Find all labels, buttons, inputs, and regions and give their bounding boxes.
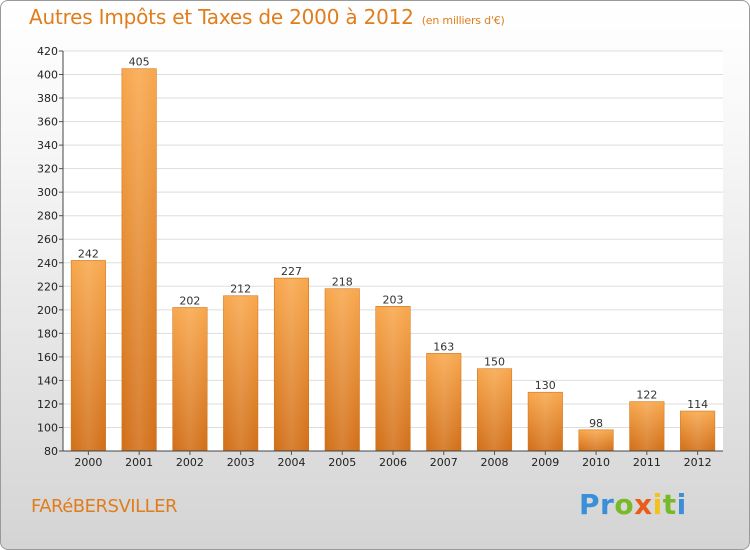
y-tick-label: 320 bbox=[37, 163, 58, 176]
y-tick-label: 200 bbox=[37, 304, 58, 317]
logo-letter: i bbox=[676, 488, 687, 521]
bar-value-label: 212 bbox=[230, 283, 251, 296]
x-tick-label: 2002 bbox=[176, 456, 204, 469]
bar-layer: 242 405 202 212 227 218 203 163 150 130 98 122 114 bbox=[70, 56, 716, 452]
bar-value-label: 98 bbox=[589, 417, 603, 430]
x-tick-label: 2012 bbox=[684, 456, 712, 469]
bar-value-label: 242 bbox=[78, 247, 99, 260]
bar-value-label: 218 bbox=[332, 276, 353, 289]
y-tick-label: 120 bbox=[37, 398, 58, 411]
y-tick-label: 140 bbox=[37, 374, 58, 387]
y-tick-label: 340 bbox=[37, 139, 58, 152]
y-tick-label: 260 bbox=[37, 233, 58, 246]
chart-unit: (en milliers d'€) bbox=[421, 14, 505, 27]
y-tick-label: 280 bbox=[37, 210, 58, 223]
y-tick-label: 380 bbox=[37, 92, 58, 105]
bar-value-label: 203 bbox=[383, 293, 404, 306]
logo-letter: r bbox=[600, 488, 615, 521]
y-tick-label: 100 bbox=[37, 421, 58, 434]
x-tick-label: 2008 bbox=[481, 456, 509, 469]
x-tick-label: 2010 bbox=[582, 456, 610, 469]
logo-letter: t bbox=[662, 488, 677, 521]
bar-highlight bbox=[73, 261, 104, 450]
bar-highlight bbox=[530, 393, 561, 450]
bar-highlight bbox=[326, 289, 358, 450]
logo-letter: P bbox=[579, 488, 601, 521]
bar-highlight bbox=[123, 69, 155, 450]
bar-highlight bbox=[479, 369, 510, 450]
x-tick-label: 2003 bbox=[227, 456, 255, 469]
bar-highlight bbox=[631, 402, 663, 450]
bar-value-label: 405 bbox=[129, 56, 150, 69]
bar-value-label: 202 bbox=[179, 294, 200, 307]
y-tick-label: 160 bbox=[37, 351, 58, 364]
x-tick-label: 2001 bbox=[125, 456, 153, 469]
x-tick-label: 2007 bbox=[430, 456, 458, 469]
x-tick-label: 2011 bbox=[633, 456, 661, 469]
x-tick-label: 2006 bbox=[379, 456, 407, 469]
bar-chart: 242 405 202 212 227 218 203 163 150 130 98 122 114 8… bbox=[37, 45, 723, 469]
y-tick-label: 220 bbox=[37, 280, 58, 293]
chart-title-text: Autres Impôts et Taxes de 2000 à 2012 bbox=[29, 5, 414, 29]
proxiti-logo: Proxiti bbox=[579, 488, 687, 521]
axis-layer: 80 100 120 140 160 180 200 220 240 260 280 300 320 34… bbox=[37, 45, 723, 469]
bar-value-label: 150 bbox=[484, 356, 505, 369]
x-tick-label: 2009 bbox=[531, 456, 559, 469]
bar-value-label: 227 bbox=[281, 265, 302, 278]
y-tick-label: 80 bbox=[44, 445, 58, 458]
logo-letter: i bbox=[652, 488, 663, 521]
logo-letter: x bbox=[634, 488, 653, 521]
bar-highlight bbox=[580, 430, 612, 450]
bar-highlight bbox=[377, 307, 409, 450]
x-tick-label: 2004 bbox=[277, 456, 305, 469]
bar-highlight bbox=[682, 412, 713, 450]
bar-highlight bbox=[174, 308, 206, 450]
bar-value-label: 163 bbox=[433, 340, 454, 353]
y-tick-label: 360 bbox=[37, 116, 58, 129]
y-tick-label: 180 bbox=[37, 327, 58, 340]
bar-highlight bbox=[276, 279, 307, 450]
chart-title: Autres Impôts et Taxes de 2000 à 2012 (en… bbox=[29, 5, 505, 29]
y-tick-label: 400 bbox=[37, 69, 58, 82]
y-tick-label: 300 bbox=[37, 186, 58, 199]
bar-highlight bbox=[428, 354, 460, 450]
y-tick-label: 240 bbox=[37, 257, 58, 270]
bar-value-label: 130 bbox=[535, 379, 556, 392]
y-tick-label: 420 bbox=[37, 45, 58, 58]
x-tick-label: 2000 bbox=[74, 456, 102, 469]
bar-value-label: 114 bbox=[687, 398, 708, 411]
bar-highlight bbox=[225, 296, 256, 450]
bar-value-label: 122 bbox=[636, 389, 657, 402]
logo-letter: o bbox=[614, 488, 635, 521]
commune-name: FARéBERSVILLER bbox=[31, 496, 178, 517]
x-tick-label: 2005 bbox=[328, 456, 356, 469]
